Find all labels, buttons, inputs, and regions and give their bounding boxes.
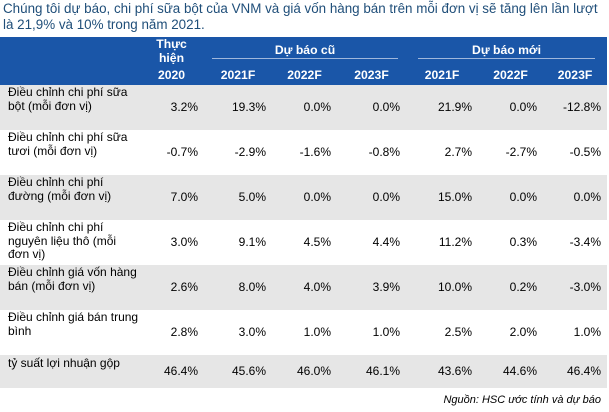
table-row: Điều chỉnh chi phí đường (mỗi đơn vị) 7.… bbox=[0, 175, 608, 220]
cell-old-2023: 4.4% bbox=[337, 220, 407, 265]
cell-new-2022: 44.6% bbox=[478, 355, 544, 388]
forecast-table-container: Thực hiện Dự báo cũ Dự báo mới 2020 2021… bbox=[0, 37, 608, 388]
cell-new-2023: -12.8% bbox=[543, 85, 608, 130]
cell-new-2022: 0.3% bbox=[478, 220, 544, 265]
source-note: Nguồn: HSC ước tính và dự báo bbox=[443, 394, 601, 406]
cell-actual-2020: 3.0% bbox=[139, 220, 204, 265]
forecast-table: Thực hiện Dự báo cũ Dự báo mới 2020 2021… bbox=[0, 37, 608, 388]
cell-old-2023: 3.9% bbox=[337, 265, 407, 310]
cell-old-2022: -1.6% bbox=[272, 130, 337, 175]
cell-new-2021: 2.7% bbox=[406, 130, 479, 175]
cell-old-2023: -0.8% bbox=[337, 130, 407, 175]
cell-new-2023: 1.0% bbox=[543, 310, 608, 355]
cell-new-2021: 43.6% bbox=[406, 355, 479, 388]
cell-old-2022: 0.0% bbox=[272, 85, 337, 130]
cell-new-2023: -3.4% bbox=[543, 220, 608, 265]
cell-new-2021: 11.2% bbox=[406, 220, 479, 265]
cell-old-2022: 1.0% bbox=[272, 310, 337, 355]
cell-new-2022: 0.0% bbox=[478, 85, 544, 130]
table-body: Điều chỉnh chi phí sữa bột (mỗi đơn vị) … bbox=[0, 85, 608, 388]
cell-old-2021: 19.3% bbox=[204, 85, 272, 130]
cell-new-2022: -2.7% bbox=[478, 130, 544, 175]
row-label: Điều chỉnh chi phí sữa bột (mỗi đơn vị) bbox=[0, 85, 139, 130]
table-caption: Chúng tôi dự báo, chi phí sữa bột của VN… bbox=[3, 1, 598, 32]
cell-old-2023: 1.0% bbox=[337, 310, 407, 355]
cell-actual-2020: 7.0% bbox=[139, 175, 204, 220]
header-old-forecast: Dự báo cũ bbox=[204, 37, 407, 65]
table-header: Thực hiện Dự báo cũ Dự báo mới 2020 2021… bbox=[0, 37, 608, 85]
cell-old-2022: 46.0% bbox=[272, 355, 337, 388]
header-old-year-2021: 2021F bbox=[204, 65, 272, 85]
cell-actual-2020: 46.4% bbox=[139, 355, 204, 388]
header-new-year-2023: 2023F bbox=[543, 65, 608, 85]
cell-new-2021: 2.5% bbox=[406, 310, 479, 355]
cell-old-2021: 5.0% bbox=[204, 175, 272, 220]
header-actual: Thực hiện bbox=[139, 37, 204, 65]
table-row: tỷ suất lợi nhuận gộp 46.4% 45.6% 46.0% … bbox=[0, 355, 608, 388]
cell-old-2023: 0.0% bbox=[337, 85, 407, 130]
header-old-year-2022: 2022F bbox=[272, 65, 337, 85]
row-label: Điều chỉnh chi phí sữa tươi (mỗi đơn vị) bbox=[0, 130, 139, 175]
cell-old-2021: 8.0% bbox=[204, 265, 272, 310]
cell-new-2021: 10.0% bbox=[406, 265, 479, 310]
table-row: Điều chỉnh chi phí sữa tươi (mỗi đơn vị)… bbox=[0, 130, 608, 175]
cell-old-2022: 0.0% bbox=[272, 175, 337, 220]
cell-new-2023: 0.0% bbox=[543, 175, 608, 220]
cell-old-2021: 45.6% bbox=[204, 355, 272, 388]
header-old-forecast-label: Dự báo cũ bbox=[212, 43, 398, 59]
cell-new-2022: 0.0% bbox=[478, 175, 544, 220]
table-row: Điều chỉnh giá vốn hàng bán (mỗi đơn vị)… bbox=[0, 265, 608, 310]
cell-old-2021: -2.9% bbox=[204, 130, 272, 175]
cell-old-2023: 46.1% bbox=[337, 355, 407, 388]
header-actual-line1: Thực bbox=[156, 37, 187, 51]
table-row: Điều chỉnh giá bán trung bình 2.8% 3.0% … bbox=[0, 310, 608, 355]
cell-new-2023: 46.4% bbox=[543, 355, 608, 388]
header-old-year-2023: 2023F bbox=[337, 65, 407, 85]
header-new-forecast: Dự báo mới bbox=[406, 37, 608, 65]
cell-new-2021: 15.0% bbox=[406, 175, 479, 220]
cell-new-2021: 21.9% bbox=[406, 85, 479, 130]
header-new-year-2022: 2022F bbox=[478, 65, 544, 85]
table-row: Điều chỉnh chi phí nguyên liệu thô (mỗi … bbox=[0, 220, 608, 265]
cell-actual-2020: -0.7% bbox=[139, 130, 204, 175]
header-blank-2 bbox=[0, 65, 139, 85]
header-new-forecast-label: Dự báo mới bbox=[418, 43, 595, 59]
row-label: Điều chỉnh chi phí đường (mỗi đơn vị) bbox=[0, 175, 139, 220]
cell-old-2022: 4.5% bbox=[272, 220, 337, 265]
header-actual-year: 2020 bbox=[139, 65, 204, 85]
cell-old-2023: 0.0% bbox=[337, 175, 407, 220]
cell-new-2023: -0.5% bbox=[543, 130, 608, 175]
cell-actual-2020: 3.2% bbox=[139, 85, 204, 130]
row-label: Điều chỉnh giá vốn hàng bán (mỗi đơn vị) bbox=[0, 265, 139, 310]
cell-old-2022: 4.0% bbox=[272, 265, 337, 310]
cell-new-2022: 2.0% bbox=[478, 310, 544, 355]
cell-actual-2020: 2.6% bbox=[139, 265, 204, 310]
header-new-year-2021: 2021F bbox=[406, 65, 479, 85]
cell-old-2021: 9.1% bbox=[204, 220, 272, 265]
header-actual-line2: hiện bbox=[158, 51, 185, 65]
row-label: tỷ suất lợi nhuận gộp bbox=[0, 355, 139, 388]
header-blank bbox=[0, 37, 139, 65]
cell-new-2023: -3.0% bbox=[543, 265, 608, 310]
cell-new-2022: 0.2% bbox=[478, 265, 544, 310]
row-label: Điều chỉnh giá bán trung bình bbox=[0, 310, 139, 355]
table-row: Điều chỉnh chi phí sữa bột (mỗi đơn vị) … bbox=[0, 85, 608, 130]
row-label: Điều chỉnh chi phí nguyên liệu thô (mỗi … bbox=[0, 220, 139, 265]
cell-old-2021: 3.0% bbox=[204, 310, 272, 355]
cell-actual-2020: 2.8% bbox=[139, 310, 204, 355]
